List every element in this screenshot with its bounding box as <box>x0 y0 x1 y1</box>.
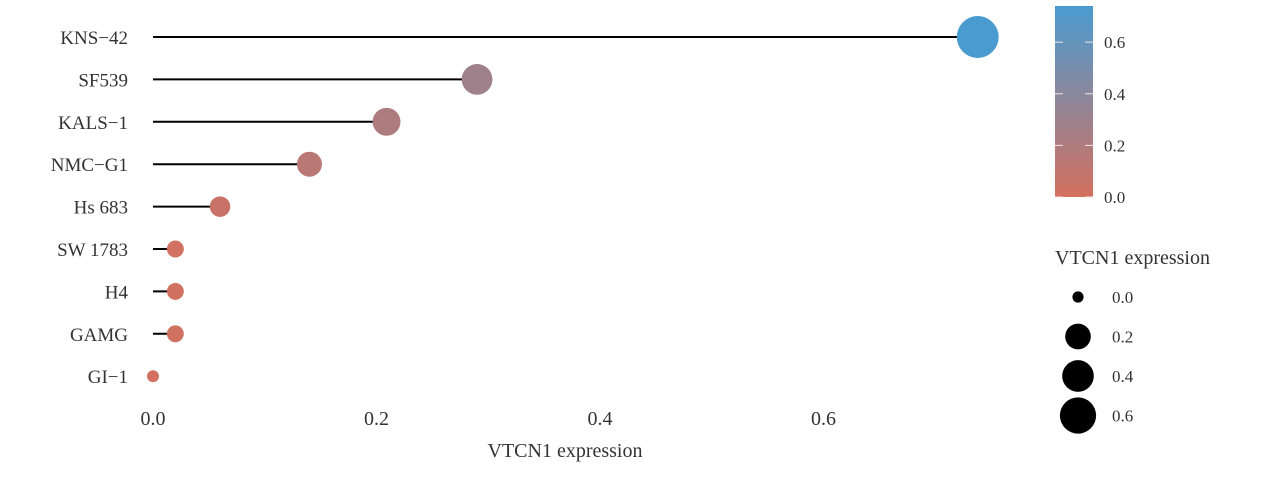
colorbar-tick-label: 0.0 <box>1104 188 1125 207</box>
size-legend-circle <box>1059 397 1097 434</box>
y-tick-label: SW 1783 <box>57 240 128 261</box>
y-tick-label: GI−1 <box>88 367 128 388</box>
x-axis-title: VTCN1 expression <box>488 440 643 462</box>
color-legend: 0.0 0.2 0.4 0.6 <box>1055 6 1126 207</box>
size-legend-label: 0.4 <box>1112 367 1134 386</box>
size-legend-label: 0.0 <box>1112 288 1133 307</box>
x-tick-label: 0.0 <box>141 408 166 430</box>
x-tick-label: 0.6 <box>811 408 836 430</box>
size-legend-circle <box>1065 323 1091 350</box>
size-legend-circle <box>1062 360 1094 392</box>
lollipop-point <box>209 196 231 217</box>
y-tick-label: Hs 683 <box>74 198 128 219</box>
y-tick-label: KALS−1 <box>58 113 128 134</box>
y-tick-label: H4 <box>105 282 129 303</box>
size-legend-circle <box>1072 291 1084 303</box>
x-tick-label: 0.4 <box>588 408 613 430</box>
colorbar-gradient <box>1055 6 1093 197</box>
size-legend: VTCN1 expression 0.0 0.2 0.4 0.6 <box>1055 247 1210 434</box>
colorbar-tick-label: 0.6 <box>1104 33 1125 52</box>
lollipop-point <box>296 151 322 177</box>
size-legend-title: VTCN1 expression <box>1055 247 1210 269</box>
lollipop-point <box>147 370 159 383</box>
colorbar-tick-label: 0.2 <box>1104 136 1125 155</box>
lollipop-point <box>166 282 184 300</box>
lollipop-point <box>166 240 184 258</box>
lollipop-point <box>166 325 184 343</box>
size-legend-label: 0.6 <box>1112 407 1133 426</box>
y-tick-label: SF539 <box>78 70 128 91</box>
y-tick-label: KNS−42 <box>60 28 128 49</box>
size-legend-label: 0.2 <box>1112 328 1133 347</box>
y-tick-label: GAMG <box>70 325 128 346</box>
lollipop-point <box>956 16 999 58</box>
x-axis: 0.0 0.2 0.4 0.6 <box>141 408 837 430</box>
lollipop-point <box>372 107 401 136</box>
x-tick-label: 0.2 <box>364 408 389 430</box>
lollipop-point <box>461 64 493 95</box>
colorbar-tick-label: 0.4 <box>1104 85 1126 104</box>
plot-area: KNS−42 SF539 KALS−1 NMC−G1 Hs 683 SW 1783 H4 GA… <box>51 16 999 388</box>
y-tick-label: NMC−G1 <box>51 155 128 176</box>
